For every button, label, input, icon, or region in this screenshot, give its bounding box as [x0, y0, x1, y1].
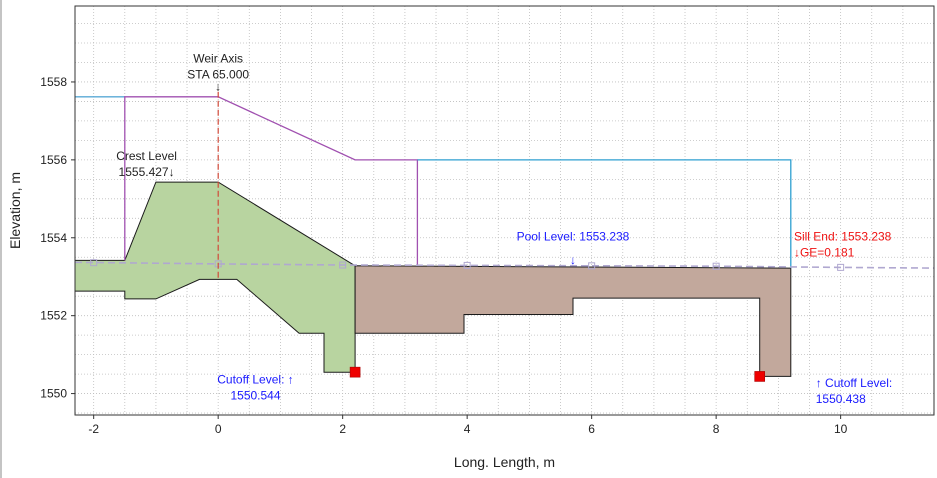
annotation-7: ↑ Cutoff Level: 1550.438	[816, 376, 893, 406]
annotation-4: ↓	[570, 253, 576, 267]
annotation-line: Cutoff Level: ↑	[217, 372, 294, 386]
grid	[75, 6, 935, 415]
y-tick-label: 1558	[40, 75, 67, 89]
annotation-line: ↓GE=0.181	[794, 245, 855, 259]
x-tick-label: 8	[713, 422, 720, 436]
x-axis-ticks: -2 0 2 4 6 8 10	[88, 415, 848, 436]
gradient-marker	[837, 263, 845, 271]
profile-line-3	[124, 96, 419, 265]
gradient-marker	[90, 259, 98, 267]
gradient-marker	[588, 262, 596, 270]
cutoff-marker	[349, 366, 361, 378]
annotation-line: 1550.544	[230, 388, 280, 402]
annotation-0: Weir Axis STA 65.000	[187, 51, 249, 81]
annotation-3: Pool Level: 1553.238	[517, 229, 630, 243]
profile-polygon-0	[74, 181, 356, 373]
annotations: Weir Axis STA 65.000↓Crest Level 1555.427↓…	[116, 51, 892, 405]
x-axis-label: Long. Length, m	[454, 454, 555, 470]
annotation-line: Sill End: 1553.238	[794, 229, 892, 243]
x-tick-label: 0	[215, 422, 222, 436]
gradient-marker	[463, 261, 471, 269]
gradient-marker	[712, 262, 720, 270]
x-tick-label: 6	[588, 422, 595, 436]
annotation-line: STA 65.000	[187, 67, 249, 81]
x-tick-label: 10	[834, 422, 848, 436]
x-tick-label: 4	[464, 422, 471, 436]
annotation-line: ↓	[215, 80, 221, 94]
y-tick-label: 1550	[40, 387, 67, 401]
annotation-line: Crest Level	[116, 149, 177, 163]
gradient-marker	[339, 261, 347, 269]
x-tick-label: 2	[339, 422, 346, 436]
annotation-line: 1550.438	[816, 392, 866, 406]
annotation-line: Pool Level: 1553.238	[517, 229, 630, 243]
profile-shapes	[74, 91, 935, 382]
annotation-5: Sill End: 1553.238 ↓GE=0.181	[794, 229, 892, 259]
hydraulic-gradient-line	[74, 261, 935, 269]
annotation-1: ↓	[215, 80, 221, 94]
y-tick-label: 1554	[40, 231, 67, 245]
annotation-2: Crest Level 1555.427↓	[116, 149, 177, 179]
x-tick-label: -2	[88, 422, 99, 436]
cutoff-marker	[754, 371, 766, 382]
annotation-line: ↓	[570, 253, 576, 267]
profile-line-4	[417, 159, 792, 269]
annotation-line: ↑ Cutoff Level:	[816, 376, 893, 390]
y-axis-label: Elevation, m	[7, 172, 23, 249]
annotation-line: 1555.427↓	[119, 165, 175, 179]
profile-polygon-1	[354, 265, 792, 377]
plot-frame	[74, 5, 935, 416]
annotation-6: Cutoff Level: ↑ 1550.544	[217, 372, 294, 402]
annotation-line: Weir Axis	[193, 51, 243, 65]
y-tick-label: 1552	[40, 309, 67, 323]
y-tick-label: 1556	[40, 153, 67, 167]
y-axis-ticks: 1550 1552 1554 1556 1558	[40, 75, 75, 401]
